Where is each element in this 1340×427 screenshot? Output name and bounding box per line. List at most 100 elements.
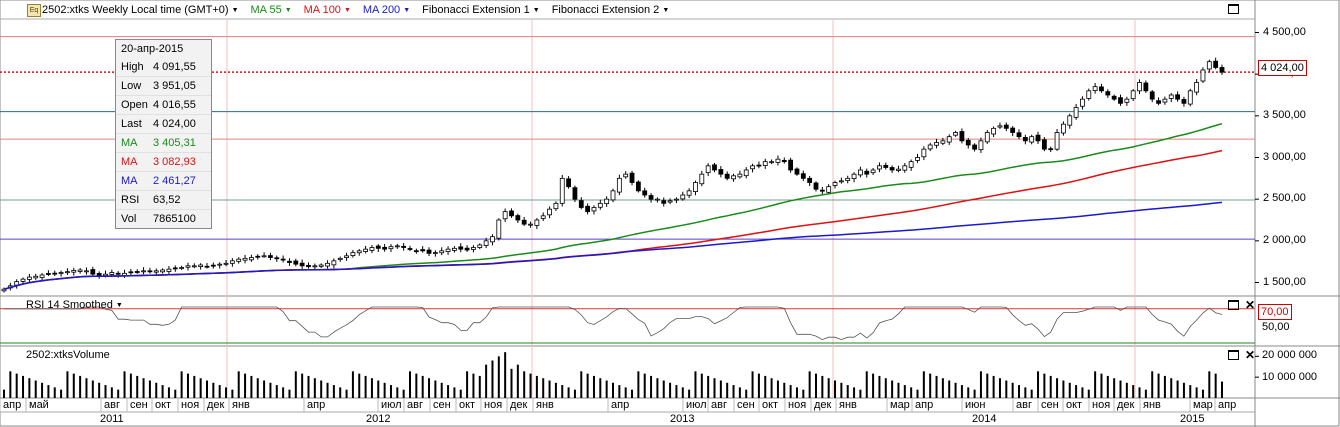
maximize-icon[interactable] xyxy=(1228,300,1239,310)
month-label: окт xyxy=(762,399,779,411)
month-label: июн xyxy=(965,399,986,411)
tooltip-row-value: 3 405,31 xyxy=(153,137,196,149)
candle-body xyxy=(997,125,1003,128)
close-icon[interactable]: ✕ xyxy=(1245,348,1256,362)
fib2-selector[interactable]: Fibonacci Extension 2 ▼ xyxy=(552,4,670,16)
candle-body xyxy=(908,161,914,168)
tooltip-row-label: Low xyxy=(121,80,142,92)
candle-body xyxy=(832,182,838,186)
year-label: 2015 xyxy=(1180,413,1205,425)
candle-body xyxy=(991,127,997,135)
candle-body xyxy=(648,195,654,200)
candle-body xyxy=(179,267,185,269)
tooltip-row: MA 3 082,93 xyxy=(116,152,211,171)
tooltip-row-label: High xyxy=(121,61,144,73)
month-label: апр xyxy=(3,399,22,411)
month-label: ноя xyxy=(1092,399,1111,411)
candle-body xyxy=(870,169,876,174)
candle-body xyxy=(153,270,159,273)
candle-body xyxy=(521,219,527,225)
tooltip-row: Low 3 951,05 xyxy=(116,76,211,95)
month-label: ноя xyxy=(484,399,503,411)
candle-body xyxy=(775,158,781,163)
month-label: окт xyxy=(1066,399,1083,411)
candle-body xyxy=(629,172,635,183)
candle-body xyxy=(1003,124,1009,129)
tooltip-row-value: 4 016,55 xyxy=(153,99,196,111)
candle-body xyxy=(1200,69,1206,82)
candle-body xyxy=(559,177,565,204)
candle-body xyxy=(883,164,889,168)
volume-pane-title: 2502:xtksVolume xyxy=(26,349,110,361)
candle-body xyxy=(807,177,813,183)
candle-body xyxy=(420,249,426,252)
maximize-icon[interactable] xyxy=(1228,350,1239,360)
volume-20m-label: 20 000 000 xyxy=(1262,349,1318,361)
candle-body xyxy=(413,250,419,253)
ma55-label: MA 55 xyxy=(250,4,282,16)
month-label: июл xyxy=(686,399,707,411)
rsi-pane-title[interactable]: RSI 14 Smoothed ▼ xyxy=(26,299,123,311)
candle-body xyxy=(515,215,521,221)
candle-body xyxy=(597,202,603,208)
candle-body xyxy=(96,273,102,277)
symbol-label: 2502:xtks Weekly Local time (GMT+0) xyxy=(42,4,229,16)
candle-body xyxy=(90,269,96,275)
candle-body xyxy=(1162,98,1168,103)
ma100-selector[interactable]: MA 100 ▼ xyxy=(304,4,351,16)
fib2-label: Fibonacci Extension 2 xyxy=(551,4,660,16)
month-label: сен xyxy=(130,399,148,411)
candle-body xyxy=(439,250,445,254)
candle-body xyxy=(1067,115,1073,126)
candle-body xyxy=(375,245,381,249)
candle-body xyxy=(1099,86,1104,92)
candle-body xyxy=(800,173,806,179)
eq-icon[interactable]: Eq xyxy=(27,4,41,17)
maximize-icon[interactable] xyxy=(1228,4,1239,14)
ma200-selector[interactable]: MA 200 ▼ xyxy=(363,4,410,16)
candle-body xyxy=(1149,91,1155,100)
candle-body xyxy=(432,252,438,254)
candle-body xyxy=(210,264,216,267)
candle-body xyxy=(819,189,825,192)
candle-body xyxy=(965,139,971,146)
candle-body xyxy=(306,264,311,268)
close-icon[interactable]: ✕ xyxy=(1245,298,1256,312)
month-label: дек xyxy=(510,399,528,411)
candle-body xyxy=(293,260,299,265)
ma55-selector[interactable]: MA 55 ▼ xyxy=(251,4,292,16)
candle-body xyxy=(261,255,267,258)
candle-body xyxy=(445,248,451,252)
dropdown-icon: ▼ xyxy=(231,6,239,14)
symbol-selector[interactable]: 2502:xtks Weekly Local time (GMT+0) ▼ xyxy=(42,4,239,16)
candle-body xyxy=(249,257,254,261)
tooltip-row-label: RSI xyxy=(121,194,140,206)
candle-body xyxy=(325,262,330,267)
rsi-title: RSI 14 Smoothed xyxy=(26,299,113,311)
candle-body xyxy=(1048,148,1054,151)
candle-body xyxy=(712,164,717,171)
candle-body xyxy=(674,198,679,201)
candle-body xyxy=(534,219,540,226)
candle-body xyxy=(724,173,730,179)
candle-body xyxy=(388,246,394,250)
candle-body xyxy=(1022,137,1028,142)
chart-toolbar: 2502:xtks Weekly Local time (GMT+0) ▼ MA … xyxy=(42,2,669,18)
tooltip-row-value: 4 024,00 xyxy=(153,118,196,130)
candle-body xyxy=(46,273,51,275)
candle-body xyxy=(1137,82,1142,92)
dropdown-icon: ▼ xyxy=(532,6,540,14)
candle-body xyxy=(274,257,280,260)
candle-body xyxy=(1156,100,1161,104)
candle-body xyxy=(128,271,134,274)
candle-body xyxy=(1086,90,1092,99)
candle-body xyxy=(1035,134,1041,142)
candle-body xyxy=(572,187,578,200)
candle-body xyxy=(1092,86,1098,91)
candle-body xyxy=(52,272,58,275)
price-tick-label: 2 500,00 xyxy=(1263,192,1306,205)
tooltip-row-value: 63,52 xyxy=(153,194,181,206)
candle-body xyxy=(483,240,489,246)
fib1-selector[interactable]: Fibonacci Extension 1 ▼ xyxy=(422,4,540,16)
month-label: мар xyxy=(890,399,910,411)
